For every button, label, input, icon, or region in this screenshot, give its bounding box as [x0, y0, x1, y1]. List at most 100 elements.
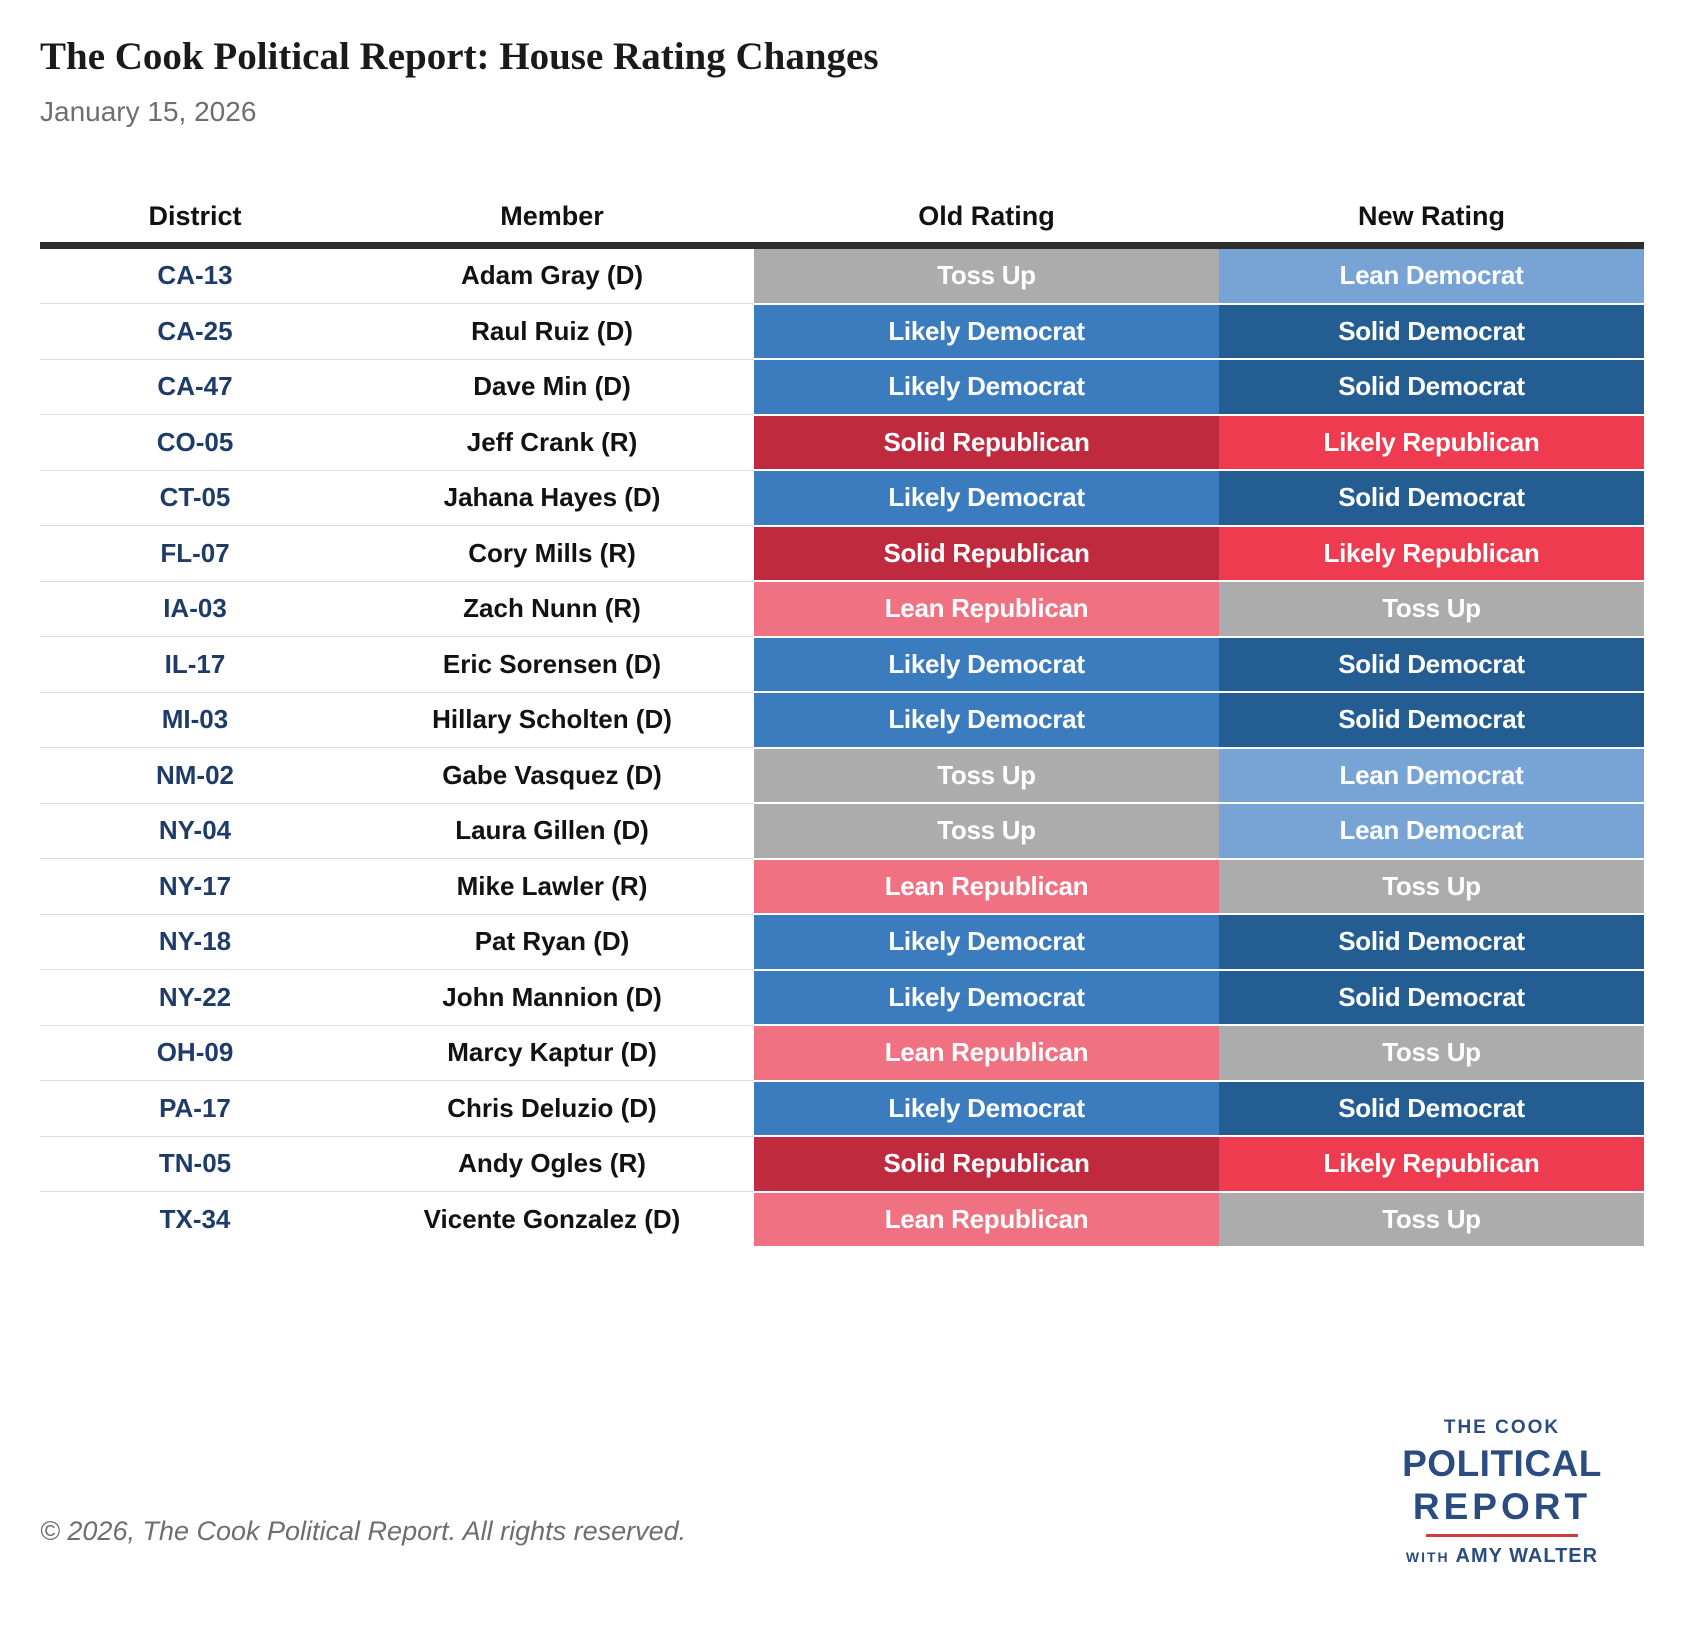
new-rating-cell: Lean Democrat	[1219, 804, 1644, 858]
member-cell: Gabe Vasquez (D)	[442, 759, 662, 790]
old-rating-cell: Likely Democrat	[754, 471, 1219, 525]
table-row: NY-04 Laura Gillen (D) Toss Up Lean Demo…	[40, 802, 1644, 858]
new-rating-cell: Solid Democrat	[1219, 915, 1644, 969]
old-rating-cell: Likely Democrat	[754, 970, 1219, 1024]
new-rating-cell: Lean Democrat	[1219, 249, 1644, 303]
logo-report-text: REPORT	[1412, 1486, 1592, 1527]
old-rating-cell: Likely Democrat	[754, 304, 1219, 358]
member-cell: Zach Nunn (R)	[463, 593, 641, 624]
member-cell: Hillary Scholten (D)	[432, 704, 672, 735]
old-rating-cell: Lean Republican	[754, 859, 1219, 913]
house-rating-changes-table: District Member Old Rating New Rating CA…	[40, 190, 1644, 1246]
district-cell: CA-25	[157, 315, 233, 346]
old-rating-cell: Lean Republican	[754, 1192, 1219, 1246]
table-row: CA-47 Dave Min (D) Likely Democrat Solid…	[40, 358, 1644, 414]
member-cell: Jeff Crank (R)	[466, 426, 638, 457]
table-row: OH-09 Marcy Kaptur (D) Lean Republican T…	[40, 1024, 1644, 1080]
old-rating-cell: Toss Up	[754, 748, 1219, 802]
member-cell: Adam Gray (D)	[460, 260, 644, 291]
logo-red-rule	[1426, 1534, 1578, 1537]
table-row: TX-34 Vicente Gonzalez (D) Lean Republic…	[40, 1191, 1644, 1246]
new-rating-cell: Toss Up	[1219, 1026, 1644, 1080]
new-rating-cell: Solid Democrat	[1219, 304, 1644, 358]
member-cell: Cory Mills (R)	[468, 537, 636, 568]
old-rating-cell: Solid Republican	[754, 526, 1219, 580]
column-header-member: Member	[500, 200, 604, 231]
old-rating-cell: Likely Democrat	[754, 637, 1219, 691]
logo-with-label: WITH	[1405, 1549, 1450, 1565]
district-cell: CA-47	[157, 371, 233, 402]
district-cell: CA-13	[157, 260, 233, 291]
old-rating-cell: Likely Democrat	[754, 1081, 1219, 1135]
new-rating-cell: Solid Democrat	[1219, 1081, 1644, 1135]
district-cell: TN-05	[158, 1148, 232, 1179]
new-rating-cell: Lean Democrat	[1219, 748, 1644, 802]
member-cell: Vicente Gonzalez (D)	[423, 1203, 681, 1234]
member-cell: Eric Sorensen (D)	[442, 648, 662, 679]
table-row: CA-13 Adam Gray (D) Toss Up Lean Democra…	[40, 249, 1644, 303]
old-rating-cell: Likely Democrat	[754, 693, 1219, 747]
new-rating-cell: Solid Democrat	[1219, 471, 1644, 525]
new-rating-cell: Solid Democrat	[1219, 637, 1644, 691]
district-cell: CO-05	[156, 426, 234, 457]
table-row: PA-17 Chris Deluzio (D) Likely Democrat …	[40, 1080, 1644, 1135]
member-cell: Pat Ryan (D)	[474, 926, 630, 957]
logo-the-cook-text: THE COOK	[1443, 1417, 1561, 1438]
old-rating-cell: Likely Democrat	[754, 360, 1219, 414]
column-header-new-rating: New Rating	[1357, 200, 1505, 231]
member-cell: Laura Gillen (D)	[455, 815, 649, 846]
district-cell: IA-03	[163, 593, 227, 624]
member-cell: Raul Ruiz (D)	[471, 315, 633, 346]
new-rating-cell: Toss Up	[1219, 582, 1644, 636]
member-cell: Jahana Hayes (D)	[443, 482, 661, 513]
page-title: The Cook Political Report: House Rating …	[40, 35, 879, 78]
member-cell: Andy Ogles (R)	[458, 1148, 646, 1179]
member-cell: Chris Deluzio (D)	[447, 1092, 657, 1123]
new-rating-cell: Toss Up	[1219, 1192, 1644, 1246]
new-rating-cell: Likely Republican	[1219, 1137, 1644, 1191]
district-cell: NM-02	[155, 759, 234, 790]
table-row: CT-05 Jahana Hayes (D) Likely Democrat S…	[40, 469, 1644, 525]
table-row: CA-25 Raul Ruiz (D) Likely Democrat Soli…	[40, 303, 1644, 358]
old-rating-cell: Toss Up	[754, 804, 1219, 858]
table-row: TN-05 Andy Ogles (R) Solid Republican Li…	[40, 1135, 1644, 1191]
table-row: IL-17 Eric Sorensen (D) Likely Democrat …	[40, 636, 1644, 691]
district-cell: NY-04	[158, 815, 232, 846]
district-cell: CT-05	[159, 482, 231, 513]
logo-political-text: POLITICAL	[1402, 1443, 1602, 1484]
table-body: CA-13 Adam Gray (D) Toss Up Lean Democra…	[40, 249, 1644, 1246]
member-cell: Dave Min (D)	[473, 371, 631, 402]
new-rating-cell: Solid Democrat	[1219, 360, 1644, 414]
column-header-old-rating: Old Rating	[918, 200, 1055, 231]
district-cell: NY-18	[158, 926, 232, 957]
district-cell: OH-09	[156, 1037, 234, 1068]
member-cell: John Mannion (D)	[442, 981, 662, 1012]
new-rating-cell: Toss Up	[1219, 859, 1644, 913]
old-rating-cell: Toss Up	[754, 249, 1219, 303]
district-cell: NY-17	[158, 870, 232, 901]
logo-author-name: AMY WALTER	[1455, 1545, 1599, 1567]
old-rating-cell: Solid Republican	[754, 415, 1219, 469]
table-row: MI-03 Hillary Scholten (D) Likely Democr…	[40, 691, 1644, 747]
new-rating-cell: Likely Republican	[1219, 415, 1644, 469]
old-rating-cell: Solid Republican	[754, 1137, 1219, 1191]
district-cell: MI-03	[161, 704, 229, 735]
table-row: NY-17 Mike Lawler (R) Lean Republican To…	[40, 858, 1644, 913]
table-row: NY-18 Pat Ryan (D) Likely Democrat Solid…	[40, 913, 1644, 969]
copyright-text: © 2026, The Cook Political Report. All r…	[40, 1516, 687, 1546]
logo-byline: WITH AMY WALTER	[1392, 1546, 1612, 1566]
table-row: NY-22 John Mannion (D) Likely Democrat S…	[40, 969, 1644, 1024]
report-date: January 15, 2026	[40, 96, 257, 127]
old-rating-cell: Lean Republican	[754, 1026, 1219, 1080]
new-rating-cell: Likely Republican	[1219, 526, 1644, 580]
table-row: IA-03 Zach Nunn (R) Lean Republican Toss…	[40, 580, 1644, 636]
district-cell: IL-17	[164, 648, 226, 679]
district-cell: TX-34	[159, 1203, 231, 1234]
old-rating-cell: Lean Republican	[754, 582, 1219, 636]
column-header-district: District	[148, 200, 242, 231]
member-cell: Marcy Kaptur (D)	[447, 1037, 657, 1068]
district-cell: PA-17	[159, 1092, 231, 1123]
district-cell: NY-22	[158, 981, 232, 1012]
new-rating-cell: Solid Democrat	[1219, 970, 1644, 1024]
member-cell: Mike Lawler (R)	[456, 870, 648, 901]
